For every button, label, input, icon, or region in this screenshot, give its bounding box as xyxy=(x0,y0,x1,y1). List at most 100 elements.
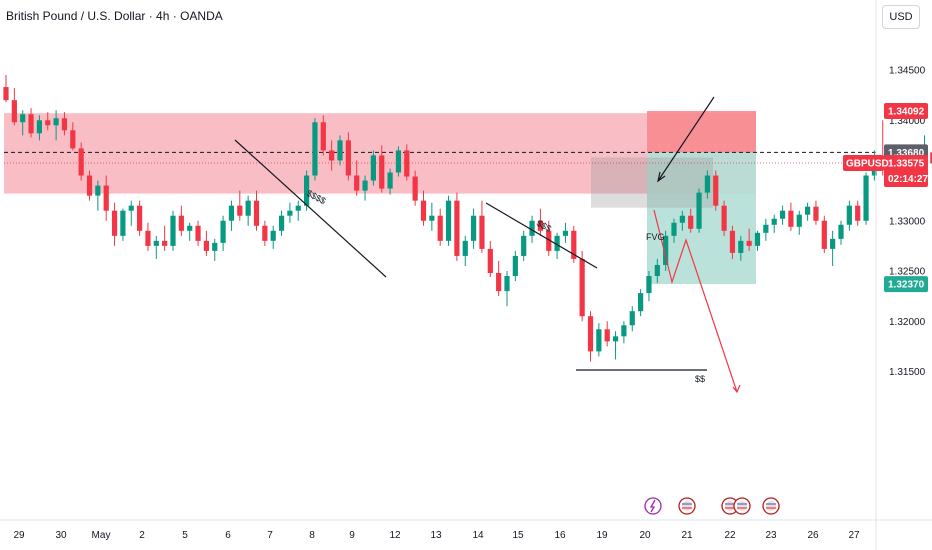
candle xyxy=(53,110,59,141)
candle xyxy=(195,220,201,246)
price-tag: 1.32370 xyxy=(884,276,928,293)
candle xyxy=(420,190,427,226)
time-tick-label: 2 xyxy=(139,530,145,541)
time-tick-label: 26 xyxy=(807,530,819,541)
time-tick-label: 9 xyxy=(349,530,355,541)
candle xyxy=(312,118,318,181)
candle xyxy=(70,122,76,151)
candle xyxy=(554,232,560,259)
chart-title: British Pound / U.S. Dollar · 4h · OANDA xyxy=(6,9,223,23)
candle xyxy=(521,230,527,261)
candle xyxy=(763,218,769,241)
candle xyxy=(253,190,260,231)
candle xyxy=(696,188,702,233)
annotation-label: FVG xyxy=(646,232,665,242)
candle xyxy=(546,220,552,256)
time-tick-label: 22 xyxy=(724,530,736,541)
candle xyxy=(487,240,493,278)
flag-event-icon[interactable] xyxy=(678,497,696,515)
candle xyxy=(228,200,235,231)
candle xyxy=(387,168,393,195)
candle xyxy=(237,190,243,221)
svg-text:1.33575: 1.33575 xyxy=(888,158,925,169)
candle xyxy=(671,218,677,243)
candle xyxy=(779,205,786,225)
candle xyxy=(746,228,752,251)
time-tick-label: 14 xyxy=(472,530,484,541)
candle xyxy=(153,235,159,259)
candle xyxy=(663,230,669,271)
candle xyxy=(930,152,932,164)
currency-button[interactable]: USD xyxy=(882,5,920,29)
candle xyxy=(479,200,485,253)
candle xyxy=(562,222,569,243)
candle xyxy=(245,195,251,226)
svg-text:1.34092: 1.34092 xyxy=(888,107,925,118)
candle xyxy=(437,208,443,246)
time-tick-label: 8 xyxy=(309,530,315,541)
trendline-1 xyxy=(234,139,387,278)
arrow-head-icon xyxy=(657,171,666,183)
candle xyxy=(337,135,343,166)
lightning-event-icon[interactable] xyxy=(644,497,662,515)
candle xyxy=(863,172,869,225)
candle xyxy=(813,200,819,225)
time-tick-label: 29 xyxy=(13,530,25,541)
candle xyxy=(354,160,360,196)
candle xyxy=(86,170,93,201)
candle xyxy=(788,202,794,231)
price-tick-label: 1.31500 xyxy=(889,367,926,378)
candle xyxy=(838,220,844,245)
price-axis[interactable]: 1.34500 1.34000 1.33000 1.32500 1.32000 1.315… xyxy=(843,0,928,550)
candle xyxy=(262,220,268,246)
candle xyxy=(704,170,710,199)
candle xyxy=(362,175,368,201)
flag-event-icon[interactable] xyxy=(733,497,751,515)
candle xyxy=(596,323,602,357)
flag-event-icon[interactable] xyxy=(762,497,780,515)
candle xyxy=(345,132,351,181)
candle xyxy=(579,250,585,322)
candle xyxy=(604,321,610,347)
candle xyxy=(111,202,118,246)
candle xyxy=(28,108,34,138)
candle xyxy=(454,192,460,261)
candle xyxy=(36,115,42,141)
time-tick-label: 30 xyxy=(55,530,67,541)
time-tick-label: 7 xyxy=(267,530,273,541)
candle xyxy=(471,208,477,249)
time-tick-label: 15 xyxy=(512,530,524,541)
projection-arrow-icon xyxy=(732,384,741,394)
projection-path xyxy=(653,209,738,393)
candle xyxy=(512,250,518,282)
candle xyxy=(638,289,644,317)
events-layer xyxy=(644,497,780,515)
candle xyxy=(220,215,226,251)
candle xyxy=(713,170,719,211)
candle xyxy=(646,271,652,302)
time-tick-label: May xyxy=(92,530,111,541)
candle xyxy=(796,210,802,235)
svg-text:1.32370: 1.32370 xyxy=(888,280,925,291)
flag-event-icon[interactable] xyxy=(721,497,739,515)
candle xyxy=(679,210,685,231)
price-tick-label: 1.32000 xyxy=(889,317,926,328)
time-axis[interactable]: 29 30 May 2 5 6 7 8 9 12 13 14 15 16 19 20 21 22 23 26 27 xyxy=(0,519,932,541)
candle xyxy=(278,210,285,236)
trendline-2 xyxy=(485,202,598,269)
stop-zone xyxy=(647,111,756,153)
arrow-shaft xyxy=(657,96,715,182)
candle xyxy=(178,205,184,236)
price-tick-label: 1.34500 xyxy=(889,66,926,77)
candle xyxy=(137,200,143,236)
time-tick-label: 16 xyxy=(554,530,566,541)
symbol-tag: GBPUSD xyxy=(843,154,889,171)
candle xyxy=(145,222,151,251)
svg-text:GBPUSD: GBPUSD xyxy=(846,158,889,169)
candle xyxy=(504,271,510,307)
candle xyxy=(11,88,17,126)
time-tick-label: 5 xyxy=(182,530,188,541)
candle xyxy=(429,202,435,231)
price-tick-label: 1.32500 xyxy=(889,267,926,278)
